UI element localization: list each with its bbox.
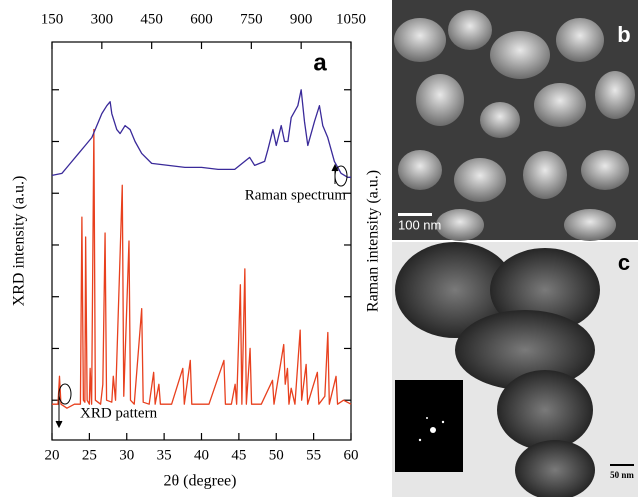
tem-image [392,242,638,497]
series-label: Raman spectrum [245,187,347,203]
y2-axis-label: Raman intensity (a.u.) [365,170,382,312]
x-tick-label: 30 [119,447,134,463]
x-axis-label: 2θ (degree) [164,473,237,490]
sem-image [392,0,638,241]
panel-label: b [617,22,630,47]
x-tick-label: 45 [231,447,246,463]
x2-tick-label: 750 [240,11,263,27]
scale-bar-label: 100 nm [398,217,441,232]
series-label: XRD pattern [80,405,158,421]
x-tick-label: 25 [82,447,97,463]
x2-tick-label: 300 [91,11,114,27]
x2-tick-label: 600 [190,11,213,27]
x2-tick-label: 900 [290,11,313,27]
series-line [52,90,351,178]
panel-label: c [618,250,630,275]
x-tick-label: 55 [306,447,321,463]
y-axis-label: XRD intensity (a.u.) [11,176,28,307]
panel-label: a [313,49,327,76]
x2-tick-label: 1050 [336,11,366,27]
x-tick-label: 50 [269,447,284,463]
x-tick-label: 40 [194,447,209,463]
x-tick-label: 35 [157,447,172,463]
scale-bar-label: 50 nm [610,470,634,480]
x2-tick-label: 150 [41,11,64,27]
series-line [52,130,351,409]
x-tick-label: 20 [45,447,60,463]
x2-tick-label: 450 [140,11,163,27]
x-tick-label: 60 [344,447,359,463]
figure: 20 25 30 35 40 45 50 55 60 150 300 450 600 750 900 1050… [0,0,638,497]
